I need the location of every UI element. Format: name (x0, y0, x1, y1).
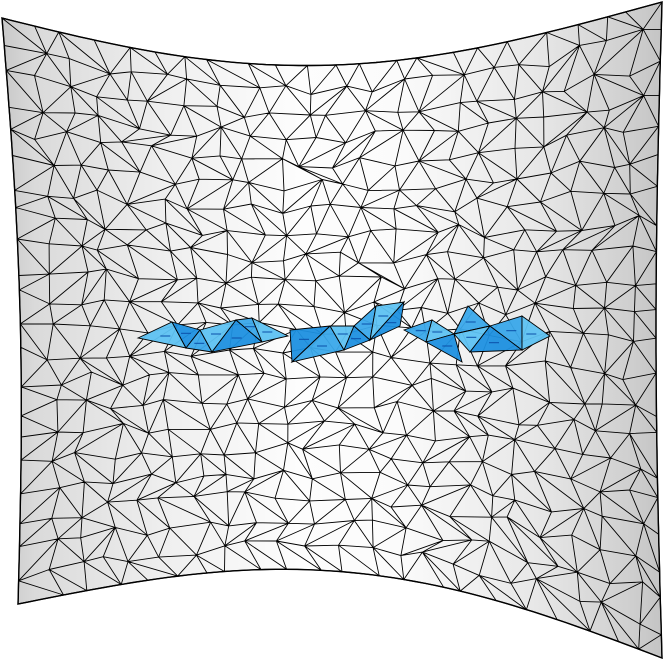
highlighted-element (369, 300, 405, 341)
highlighted-element (424, 333, 463, 363)
highlighted-element (251, 317, 290, 343)
highlighted-elements (136, 300, 551, 363)
highlighted-element (521, 315, 551, 351)
